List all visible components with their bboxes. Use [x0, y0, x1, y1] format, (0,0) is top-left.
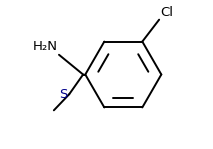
Text: H₂N: H₂N — [33, 40, 58, 53]
Text: S: S — [59, 89, 67, 101]
Text: Cl: Cl — [160, 6, 173, 19]
